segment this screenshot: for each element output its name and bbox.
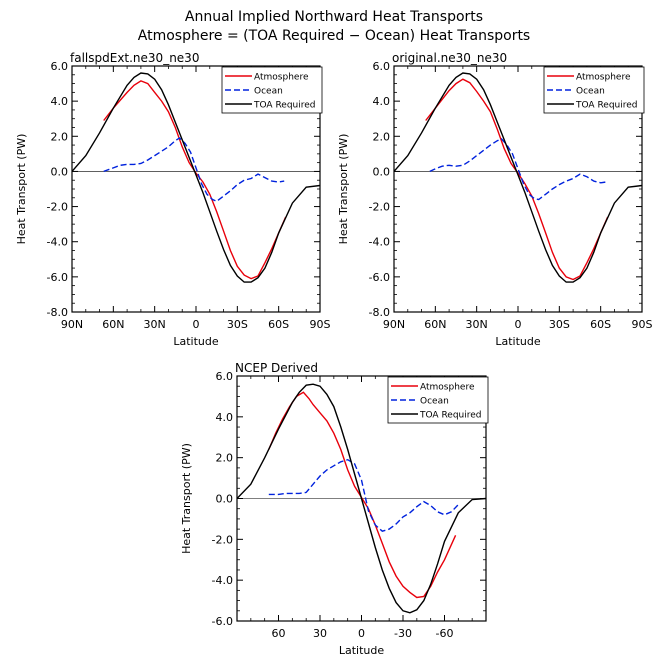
y-axis-label: Heat Transport (PW)	[180, 443, 193, 554]
y-tick-label: -4.0	[369, 236, 390, 249]
legend-label: Atmosphere	[254, 73, 309, 83]
series-line-atmosphere	[268, 391, 457, 599]
y-tick-label: -8.0	[47, 306, 68, 319]
legend-label: TOA Required	[253, 101, 316, 111]
y-tick-label: -8.0	[369, 306, 390, 319]
x-tick-label: 0	[358, 627, 365, 640]
x-tick-label: 30N	[144, 318, 166, 331]
x-tick-label: 0	[515, 318, 522, 331]
y-tick-label: 2.0	[216, 452, 234, 465]
x-tick-label: 30S	[549, 318, 570, 331]
x-tick-label: 60S	[590, 318, 611, 331]
y-tick-label: -6.0	[47, 271, 68, 284]
panel-title: NCEP Derived	[235, 361, 318, 375]
y-axis-label: Heat Transport (PW)	[15, 134, 28, 245]
legend-label: Ocean	[576, 87, 605, 97]
panel-title: original.ne30_ne30	[392, 51, 507, 65]
legend: Atmosphere Ocean TOA Required	[221, 66, 323, 114]
y-axis-label: Heat Transport (PW)	[337, 134, 350, 245]
x-tick-label: -30	[394, 627, 412, 640]
y-tick-label: 2.0	[373, 130, 391, 143]
y-tick-label: 6.0	[51, 60, 69, 73]
x-tick-label: 0	[193, 318, 200, 331]
legend: Atmosphere Ocean TOA Required	[387, 376, 489, 424]
y-tick-label: -4.0	[47, 236, 68, 249]
x-axis-label: Latitude	[173, 335, 219, 348]
series-line-toa-required	[237, 383, 486, 614]
x-tick-label: -60	[436, 627, 454, 640]
figure-title-line-1: Annual Implied Northward Heat Transports	[185, 9, 483, 25]
y-tick-label: 6.0	[216, 370, 234, 383]
y-tick-label: -2.0	[212, 533, 233, 546]
legend-label: Ocean	[254, 87, 283, 97]
legend-label: Ocean	[420, 397, 449, 407]
x-axis-label: Latitude	[339, 644, 385, 657]
x-tick-label: 30S	[227, 318, 248, 331]
x-tick-label: 30	[313, 627, 327, 640]
y-tick-label: -2.0	[369, 201, 390, 214]
chart-panel-3: 6.0 4.0 2.0 0.0 -2.0 -4.0 -6.0 60 30 0 -30 -60 NCEP …	[180, 361, 489, 657]
y-tick-label: -6.0	[369, 271, 390, 284]
y-tick-label: -4.0	[212, 574, 233, 587]
legend-label: Atmosphere	[576, 73, 631, 83]
series-line-ocean	[103, 137, 285, 203]
y-tick-label: 6.0	[373, 60, 391, 73]
x-tick-label: 30N	[466, 318, 488, 331]
y-tick-label: 2.0	[51, 130, 69, 143]
series-line-ocean	[429, 138, 607, 201]
y-tick-label: -2.0	[47, 201, 68, 214]
x-tick-label: 60	[272, 627, 286, 640]
series-line-toa-required	[72, 72, 320, 283]
x-tick-label: 90S	[310, 318, 331, 331]
y-tick-label: 0.0	[216, 493, 234, 506]
y-tick-label: 0.0	[373, 165, 391, 178]
series-line-toa-required	[394, 72, 642, 283]
x-tick-label: 90N	[383, 318, 405, 331]
series-line-ocean	[268, 458, 459, 532]
legend-label: Atmosphere	[420, 383, 475, 393]
x-tick-label: 90N	[61, 318, 83, 331]
x-tick-label: 90S	[632, 318, 653, 331]
legend-label: TOA Required	[575, 101, 638, 111]
y-tick-label: 0.0	[51, 165, 69, 178]
legend-label: TOA Required	[419, 411, 482, 421]
x-tick-label: 60N	[424, 318, 446, 331]
x-tick-label: 60S	[268, 318, 289, 331]
y-tick-label: 4.0	[51, 95, 69, 108]
figure-title-line-2: Atmosphere = (TOA Required − Ocean) Heat…	[138, 28, 530, 44]
y-tick-label: 4.0	[216, 411, 234, 424]
x-axis-label: Latitude	[495, 335, 541, 348]
panel-title: fallspdExt.ne30_ne30	[70, 51, 199, 65]
x-tick-label: 60N	[102, 318, 124, 331]
y-tick-label: -6.0	[212, 615, 233, 628]
y-tick-label: 4.0	[373, 95, 391, 108]
legend: Atmosphere Ocean TOA Required	[543, 66, 645, 114]
